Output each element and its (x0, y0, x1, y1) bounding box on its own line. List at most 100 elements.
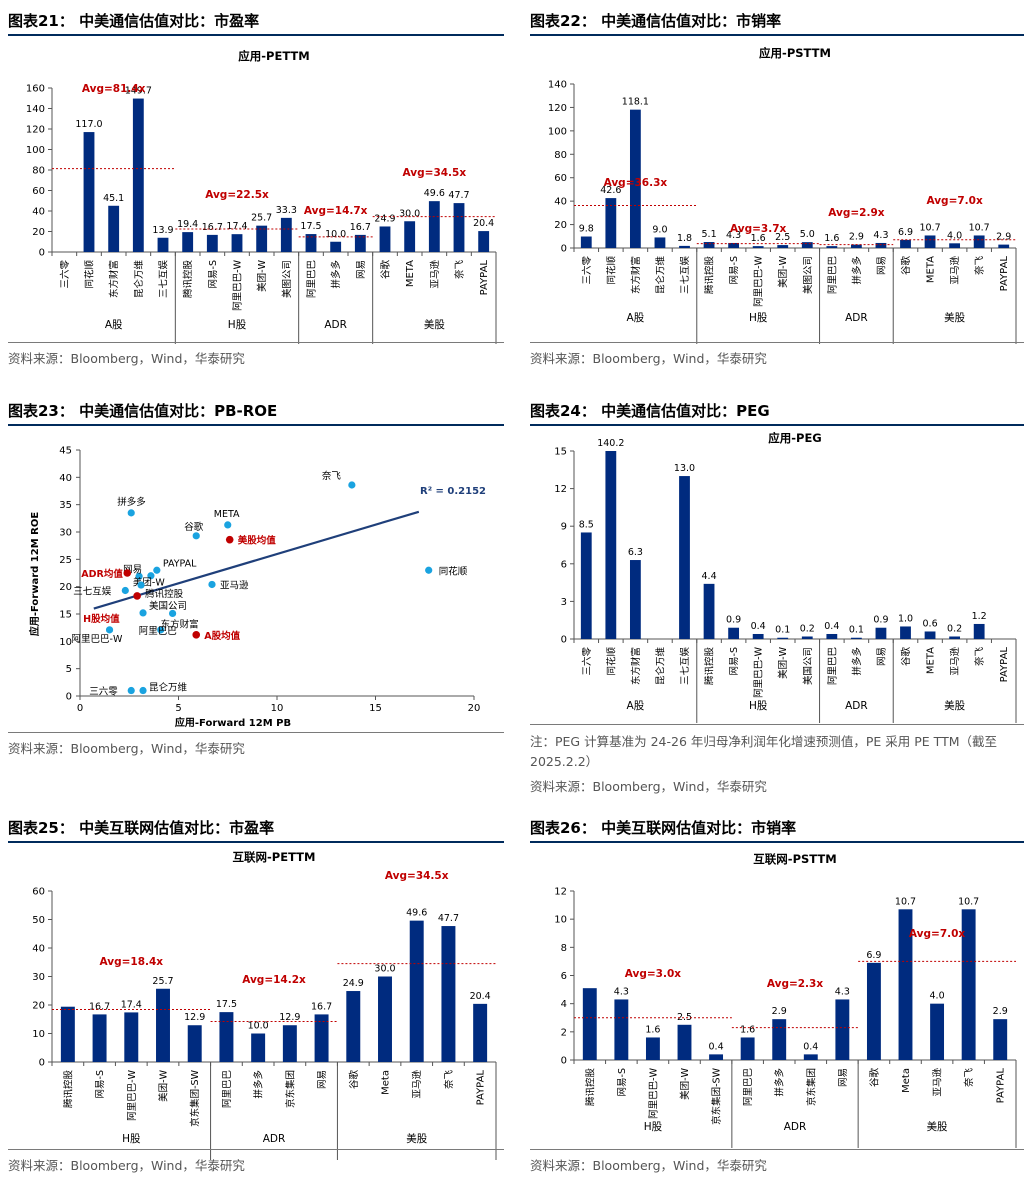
bar (330, 241, 342, 252)
bar (206, 234, 218, 252)
y-tick-label: 20 (32, 1001, 45, 1012)
bar (900, 239, 911, 248)
y-tick-label: 100 (26, 145, 45, 156)
x-tick-label: 0 (77, 703, 83, 714)
source-note: 资料来源：Bloomberg，Wind，华泰研究 (530, 779, 767, 794)
bar (404, 221, 416, 252)
category-label: 阿里巴巴 (307, 260, 318, 298)
bar-value-label: 8.5 (579, 519, 594, 530)
bar-value-label: 0.2 (947, 623, 962, 634)
bar-value-label: 117.0 (75, 119, 102, 130)
category-label: 网易-S (95, 1070, 106, 1098)
point-label: 腾讯控股 (145, 588, 184, 600)
bar (428, 201, 440, 252)
category-label: 东方财富 (630, 647, 642, 685)
source-note: 资料来源：Bloomberg，Wind，华泰研究 (530, 1158, 767, 1173)
bar (875, 627, 887, 639)
bar (478, 231, 490, 252)
bar (924, 235, 936, 248)
bar (898, 909, 913, 1060)
bar-value-label: 0.4 (803, 1041, 818, 1052)
point-label: PAYPAL (163, 558, 197, 569)
bar (580, 236, 592, 248)
y-tick-label: 6 (561, 971, 567, 982)
point-label: 阿里巴巴-W (72, 634, 123, 645)
y-tick-label: 4 (561, 999, 567, 1010)
bar-value-label: 30.0 (399, 208, 420, 219)
point-label: 东方财富 (161, 618, 199, 630)
category-label: 网易 (356, 260, 367, 279)
average-point-label: A股均值 (204, 630, 240, 642)
category-label: 拼多多 (851, 256, 863, 285)
category-label: 谷歌 (900, 256, 912, 276)
bar-value-label: 16.7 (89, 1001, 110, 1012)
category-label: 昆仑万维 (654, 256, 666, 295)
bar-value-label: 6.9 (898, 227, 913, 238)
source-note: 资料来源：Bloomberg，Wind，华泰研究 (8, 351, 245, 366)
bar (605, 451, 617, 639)
bar (973, 235, 985, 248)
scatter-point (139, 609, 147, 617)
category-label: 美国公司 (802, 647, 814, 685)
group-label: ADR (784, 1121, 807, 1133)
bar (850, 637, 862, 639)
point-label: 阿里巴巴 (139, 626, 177, 637)
y-tick-label: 20 (59, 582, 72, 593)
y-tick-label: 20 (554, 220, 567, 231)
y-tick-label: 140 (26, 104, 45, 115)
category-label: META (926, 647, 937, 674)
chart-title: 互联网-PETTM (233, 850, 316, 864)
bar-value-label: 9.8 (579, 224, 594, 235)
category-label: 谷歌 (868, 1068, 880, 1088)
bar (752, 633, 764, 639)
bar-value-label: 16.7 (202, 222, 223, 233)
y-tick-label: 80 (32, 166, 45, 177)
category-label: 腾讯控股 (704, 256, 716, 295)
pe-chart-internet: 互联网-PETTM 0 10 20 30 40 50 60 H股 ADR 美股 腾讯控股 16.7 网易-… (32, 850, 497, 1160)
bar (187, 1025, 202, 1062)
bar (850, 244, 862, 248)
bar (772, 1019, 787, 1060)
divider (530, 724, 1024, 725)
scatter-point (105, 626, 114, 634)
category-label: 网易-S (617, 1068, 628, 1096)
bar-value-label: 1.6 (824, 233, 839, 244)
point-label: 网易 (123, 564, 142, 575)
bar (629, 109, 641, 248)
bar-value-label: 149.7 (125, 86, 152, 97)
category-label: 昆仑万维 (133, 260, 145, 299)
bar (777, 245, 789, 248)
bar-value-label: 0.6 (923, 618, 938, 629)
bar-value-label: 0.4 (751, 621, 766, 632)
group-label: 美股 (424, 318, 445, 331)
bar-value-label: 0.9 (873, 615, 888, 626)
category-label: 亚马逊 (950, 647, 961, 676)
average-label: Avg=22.5x (205, 189, 269, 201)
bar (973, 623, 985, 639)
bar-value-label: 4.3 (726, 230, 741, 241)
bar-value-label: 4.4 (702, 571, 717, 582)
average-label: Avg=3.7x (730, 223, 787, 235)
point-label: 美团-W (133, 577, 165, 589)
pb-roe-scatter: 0 5 10 15 20 25 30 35 40 45 0 5 10 15 20 应用-Forward 12M… (28, 446, 486, 730)
bar (709, 1054, 724, 1060)
scatter-point (135, 572, 143, 580)
scatter-point (147, 572, 155, 580)
category-label: 阿里巴巴-W (233, 259, 244, 310)
scatter-point (224, 521, 232, 529)
scatter-point (121, 586, 129, 595)
bar-value-label: 25.7 (251, 213, 272, 224)
bar-value-label: 10.0 (325, 229, 346, 240)
bar (409, 920, 424, 1062)
scatter-point (127, 686, 135, 695)
bar-value-label: 2.5 (677, 1012, 692, 1023)
average-point-label: H股均值 (83, 613, 120, 625)
bar (930, 1003, 945, 1060)
category-label: 京东集团 (284, 1070, 296, 1108)
bar (473, 1003, 488, 1062)
category-label: 三六零 (581, 256, 593, 285)
category-label: 谷歌 (348, 1070, 360, 1090)
bar-value-label: 17.4 (121, 999, 142, 1010)
bar-value-label: 4.0 (947, 230, 962, 241)
bar-value-label: 0.9 (726, 615, 741, 626)
